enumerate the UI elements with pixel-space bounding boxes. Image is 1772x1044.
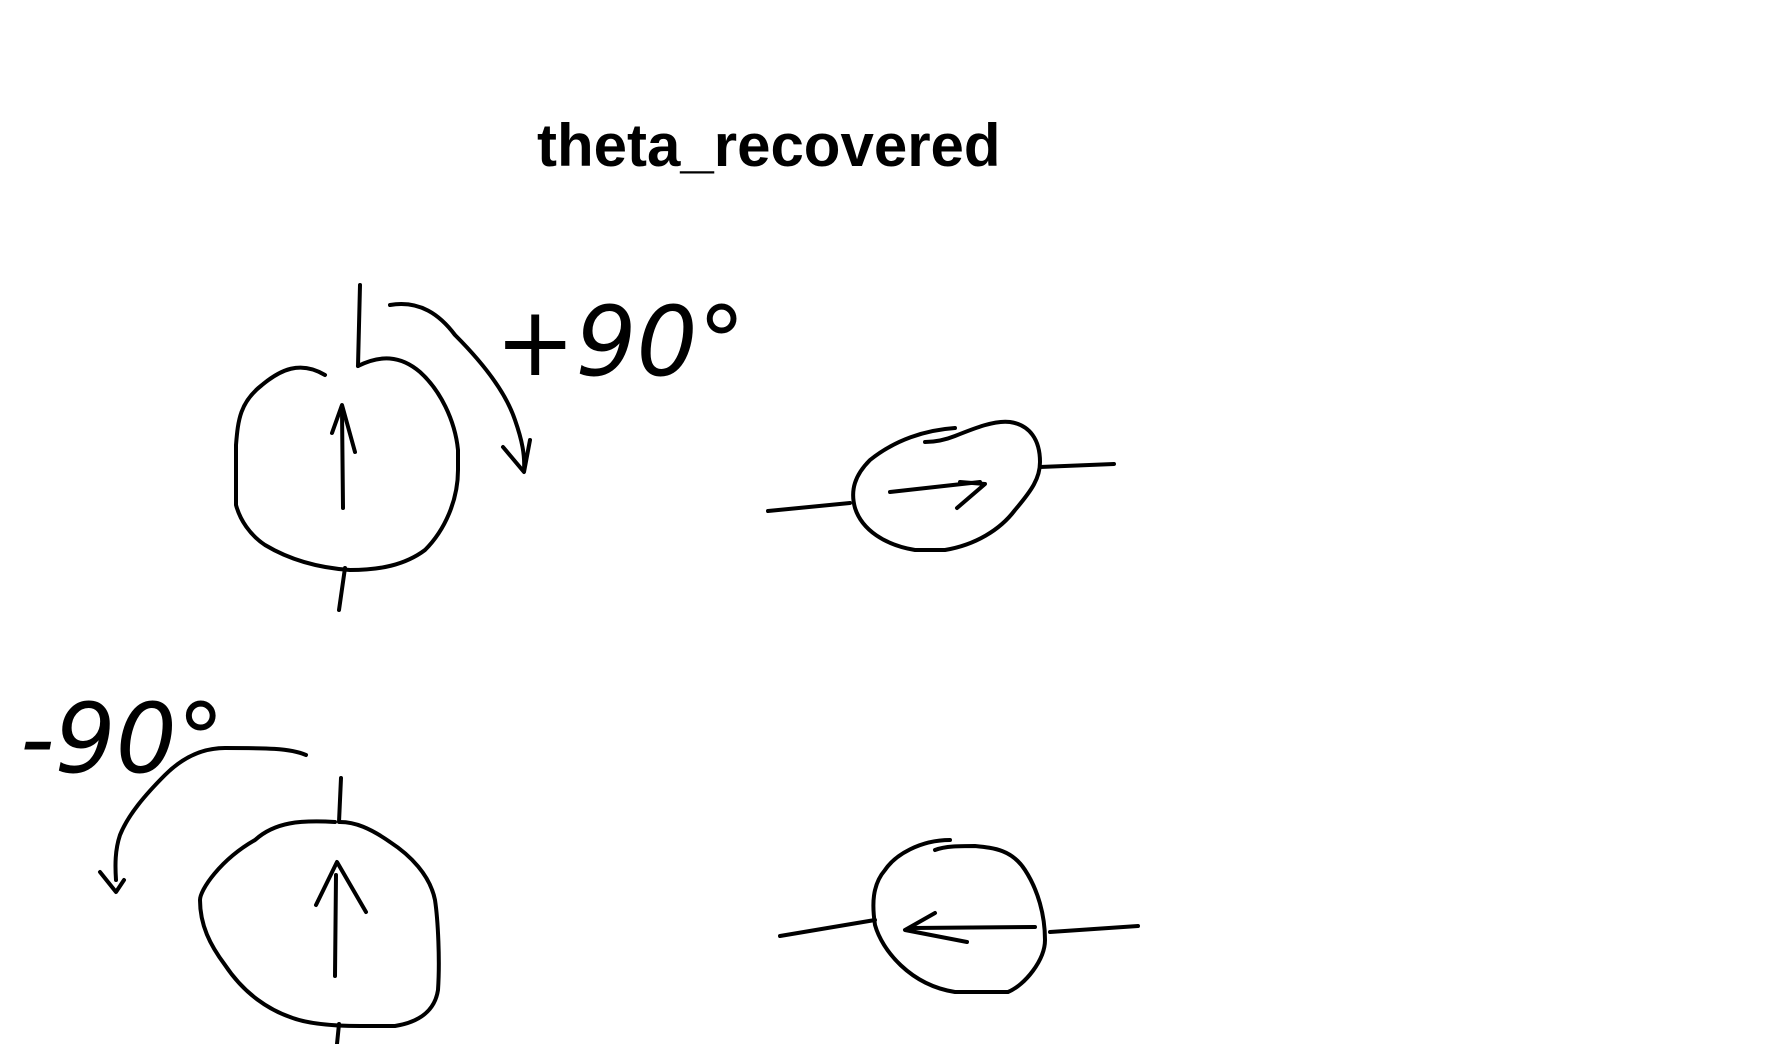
upright-component-top [234,283,460,612]
bottom-inner-arrow-head [314,860,368,914]
clockwise-rotation-arrow [388,302,532,474]
rotated-component-left [778,838,1140,994]
right-body-outline [851,419,1042,552]
clockwise-arc [388,302,527,472]
bottom-inner-arrow-shaft [333,873,338,978]
left-inner-arrow-shaft [910,925,1037,930]
diagram-title: theta_recovered [537,112,1001,179]
right-lead-right [1038,462,1116,469]
clockwise-angle-label: +90° [495,286,746,398]
counterclockwise-rotation-arrow [98,746,308,894]
left-lead-right [1048,924,1140,934]
top-inner-arrow-head [330,403,357,454]
right-lead-left [766,501,852,513]
top-lead-upper [356,283,362,368]
left-inner-arrow-head [903,911,969,944]
rotated-component-right [766,419,1116,552]
clockwise-arrowhead [501,438,532,474]
bottom-lead-upper [337,776,343,824]
top-inner-arrow-shaft [340,408,345,510]
left-body-outline [871,838,1047,994]
left-lead-left [778,918,877,938]
top-lead-lower [337,566,347,612]
counterclockwise-angle-label: -90° [20,683,225,795]
upright-component-bottom [198,776,441,1044]
top-body-outline [234,356,460,572]
counterclockwise-arrowhead [98,870,126,894]
bottom-body-outline [198,819,441,1028]
right-inner-arrow-head [955,480,987,510]
counterclockwise-arc [113,746,308,882]
